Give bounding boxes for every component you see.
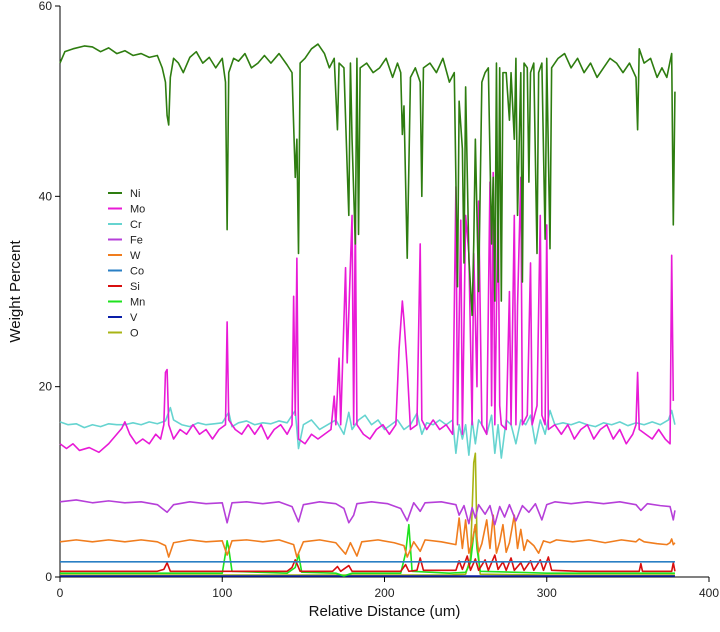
x-axis-title: Relative Distance (um) [309, 603, 461, 620]
legend-label-o: O [130, 328, 139, 340]
y-tick-label: 40 [39, 189, 53, 203]
legend-label-mo: Mo [130, 204, 145, 216]
legend-label-w: W [130, 250, 141, 262]
y-tick-label: 0 [45, 570, 52, 584]
x-tick-label: 400 [699, 586, 719, 600]
series-line-o [60, 452, 675, 576]
y-tick-label: 20 [39, 380, 53, 394]
series-layer [59, 43, 676, 577]
x-tick-label: 0 [57, 586, 64, 600]
legend: Ni Mo Cr Fe W Co Si Mn VO [108, 188, 145, 340]
series-line-cr [59, 406, 676, 459]
series-line-ni [59, 43, 676, 317]
x-tick-label: 200 [374, 586, 394, 600]
x-tick-label: 300 [537, 586, 557, 600]
legend-label-si: Si [130, 281, 140, 293]
series-line-mn [60, 523, 675, 577]
x-axis-ticks: 0 100 200 300 400 [57, 577, 719, 600]
y-axis-title: Weight Percent [7, 240, 24, 343]
series-line-fe [59, 499, 676, 526]
legend-label-cr: Cr [130, 219, 142, 231]
legend-label-co: Co [130, 266, 144, 278]
series-line-mo [59, 171, 675, 454]
plot-area [59, 6, 709, 578]
legend-label-fe: Fe [130, 235, 143, 247]
series-line-si [60, 554, 676, 573]
legend-label-v: V [130, 312, 138, 324]
series-line-w [59, 514, 676, 558]
legend-label-mn: Mn [130, 297, 145, 309]
x-tick-label: 100 [212, 586, 232, 600]
y-axis-ticks: 0 20 40 60 [39, 0, 60, 584]
legend-label-ni: Ni [130, 188, 140, 200]
y-tick-label: 60 [39, 0, 53, 13]
